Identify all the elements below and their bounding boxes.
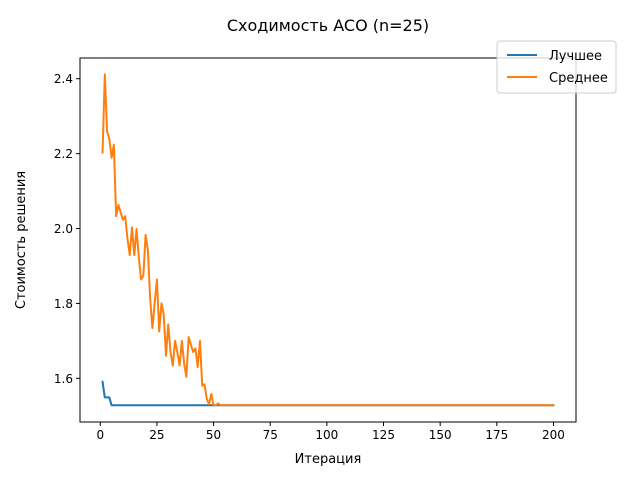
x-tick-label: 100 — [315, 428, 338, 442]
y-axis-label: Стоимость решения — [14, 171, 29, 309]
legend-label-average: Среднее — [549, 71, 608, 86]
series-line-average — [101, 73, 555, 407]
x-tick-label: 150 — [429, 428, 452, 442]
y-tick-label: 2.0 — [54, 222, 73, 236]
y-axis-ticks: 1.6 1.8 2.0 2.2 2.4 — [54, 72, 80, 386]
x-tick-label: 175 — [485, 428, 508, 442]
x-axis-ticks: 0 25 50 75 100 125 150 175 200 — [96, 422, 565, 442]
y-tick-label: 1.8 — [54, 297, 73, 311]
series-lines — [101, 73, 555, 407]
x-tick-label: 0 — [96, 428, 104, 442]
series-line-best — [101, 380, 555, 407]
x-tick-label: 200 — [542, 428, 565, 442]
x-axis-label: Итерация — [295, 452, 362, 467]
x-tick-label: 25 — [149, 428, 164, 442]
legend-label-best: Лучшее — [549, 49, 602, 64]
chart-title: Сходимость ACO (n=25) — [227, 16, 429, 35]
axes-frame — [79, 57, 577, 423]
y-tick-label: 2.4 — [54, 72, 73, 86]
plot-area — [80, 58, 576, 422]
y-tick-label: 2.2 — [54, 147, 73, 161]
x-tick-label: 125 — [372, 428, 395, 442]
y-tick-label: 1.6 — [54, 372, 73, 386]
x-tick-label: 75 — [263, 428, 278, 442]
legend: Лучшее Среднее — [496, 40, 617, 94]
x-tick-label: 50 — [206, 428, 221, 442]
